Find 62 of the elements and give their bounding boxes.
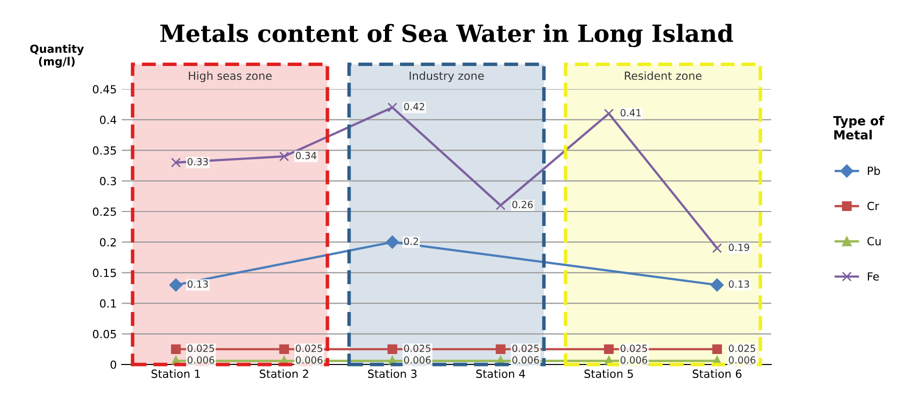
y-tick-label: 0.35 (92, 146, 116, 155)
y-tick-label: 0.3 (100, 176, 116, 186)
band-label: Resident zone (624, 71, 702, 80)
point (279, 152, 289, 162)
point (386, 236, 399, 249)
data-label: 0.34 (296, 152, 316, 160)
data-label: 0.025 (188, 344, 214, 352)
data-label: 0.006 (512, 356, 539, 364)
legend-label: Cu (867, 236, 881, 246)
point (388, 102, 398, 112)
x-tick-label: Station 2 (260, 369, 308, 378)
data-label: 0.006 (728, 356, 756, 364)
y-tick-label: 0.2 (100, 238, 116, 246)
y-tick-label: 0.1 (100, 299, 116, 308)
point (171, 158, 181, 168)
y-tick-label: 0.25 (92, 207, 116, 216)
point (388, 344, 398, 354)
data-label: 0.025 (404, 344, 430, 352)
legend-title: Type of Metal (833, 116, 884, 140)
data-label: 0.42 (404, 102, 424, 110)
x-tick-label: Station 1 (152, 369, 200, 378)
legend-label: Pb (868, 166, 880, 176)
point (169, 278, 182, 292)
data-label: 0.025 (296, 344, 322, 352)
y-tick-label: 0.15 (92, 268, 116, 278)
point (496, 200, 506, 210)
data-label: 0.2 (404, 238, 418, 245)
band-label: High seas zone (188, 71, 272, 82)
legend-label: Cr (867, 202, 880, 210)
data-label: 0.006 (188, 356, 214, 364)
data-label: 0.13 (728, 280, 750, 288)
data-label: 0.19 (728, 244, 750, 252)
point (604, 108, 614, 118)
x-tick-label: Station 6 (692, 369, 742, 378)
point (279, 344, 289, 354)
y-tick-label: 0.4 (100, 116, 116, 124)
x-tick-label: Station 4 (476, 369, 526, 378)
data-label: 0.025 (512, 344, 539, 352)
chart-title: Metals content of Sea Water in Long Island (160, 24, 734, 48)
point (712, 344, 722, 354)
band-label: Industry zone (410, 71, 484, 82)
data-label: 0.13 (188, 280, 208, 288)
x-tick-label: Station 3 (368, 369, 417, 378)
point (712, 243, 722, 254)
data-label: 0.025 (728, 344, 756, 352)
data-label: 0.006 (296, 356, 322, 364)
x-tick-label: Station 5 (584, 369, 633, 378)
data-label: 0.006 (620, 356, 648, 364)
data-label: 0.41 (620, 109, 641, 116)
point (604, 344, 614, 354)
point (171, 344, 181, 354)
data-label: 0.26 (512, 200, 533, 208)
data-label: 0.006 (404, 356, 431, 364)
y-tick-label: 0.45 (92, 85, 116, 94)
point (710, 278, 724, 292)
legend-label: Fe (868, 272, 879, 281)
data-label: 0.33 (188, 158, 208, 166)
y-tick-label: 0.05 (92, 330, 116, 338)
point (496, 344, 506, 354)
y-tick-label: 0 (110, 360, 116, 369)
data-label: 0.025 (620, 344, 647, 352)
y-axis-title: Quantity (mg/l) (30, 44, 84, 68)
